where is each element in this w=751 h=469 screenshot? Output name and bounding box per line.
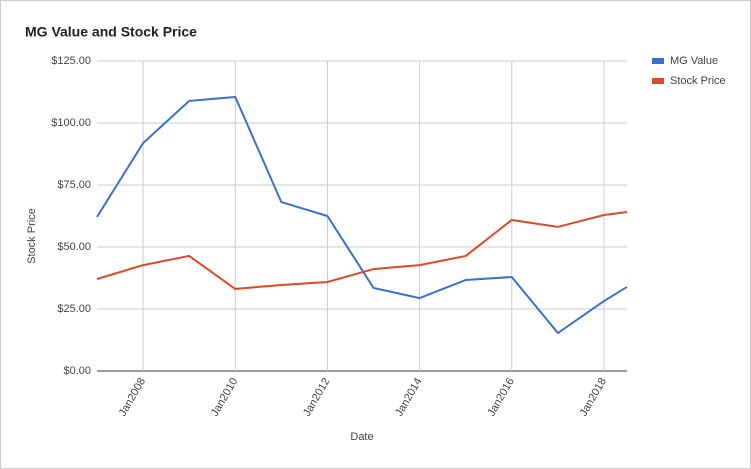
x-axis-label: Date (350, 431, 373, 443)
y-axis-label: Stock Price (26, 208, 38, 264)
y-tick-label: $50.00 (57, 241, 91, 253)
y-tick-label: $25.00 (57, 303, 91, 315)
y-tick-label: $125.00 (51, 55, 91, 67)
series-line (96, 95, 628, 335)
series-line (96, 211, 628, 290)
y-tick-label: $75.00 (57, 179, 91, 191)
y-tick-label: $100.00 (51, 117, 91, 129)
chart-title: MG Value and Stock Price (25, 24, 197, 40)
legend-swatch (652, 58, 664, 64)
legend-swatch (652, 78, 664, 84)
legend-label: Stock Price (670, 75, 726, 87)
y-tick-label: $0.00 (63, 365, 91, 377)
legend-label: MG Value (670, 55, 718, 67)
